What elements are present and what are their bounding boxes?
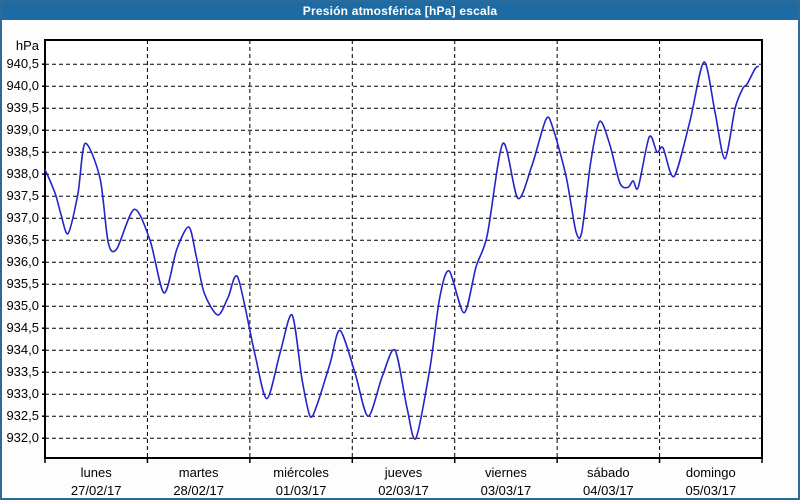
x-day-label: jueves (384, 465, 423, 480)
y-tick-label: 937,5 (6, 188, 39, 203)
x-date-label: 04/03/17 (583, 483, 634, 498)
y-tick-label: 934,5 (6, 320, 39, 335)
chart-title: Presión atmosférica [hPa] escala (302, 4, 498, 18)
y-tick-label: 938,0 (6, 166, 39, 181)
y-tick-label: 939,0 (6, 122, 39, 137)
x-date-label: 27/02/17 (71, 483, 122, 498)
x-date-label: 03/03/17 (481, 483, 532, 498)
x-day-label: lunes (81, 465, 113, 480)
x-date-label: 02/03/17 (378, 483, 429, 498)
y-tick-label: 934,0 (6, 342, 39, 357)
y-tick-label: 940,0 (6, 78, 39, 93)
y-tick-label: 939,5 (6, 100, 39, 115)
y-axis-unit-label: hPa (16, 38, 40, 53)
y-tick-label: 936,0 (6, 254, 39, 269)
y-tick-label: 935,5 (6, 276, 39, 291)
y-tick-label: 936,5 (6, 232, 39, 247)
y-tick-label: 932,0 (6, 430, 39, 445)
chart-titlebar: Presión atmosférica [hPa] escala (2, 2, 798, 20)
y-tick-label: 940,5 (6, 56, 39, 71)
y-tick-label: 933,5 (6, 364, 39, 379)
x-day-label: viernes (485, 465, 527, 480)
x-date-label: 28/02/17 (173, 483, 224, 498)
x-date-label: 05/03/17 (685, 483, 736, 498)
y-tick-label: 933,0 (6, 386, 39, 401)
y-tick-label: 935,0 (6, 298, 39, 313)
y-tick-label: 937,0 (6, 210, 39, 225)
y-tick-label: 932,5 (6, 408, 39, 423)
x-day-label: domingo (686, 465, 736, 480)
plot-border (44, 39, 763, 459)
x-day-label: miércoles (273, 465, 329, 480)
x-date-label: 01/03/17 (276, 483, 327, 498)
y-tick-label: 938,5 (6, 144, 39, 159)
x-day-label: martes (179, 465, 219, 480)
pressure-line (44, 61, 759, 440)
x-day-label: sábado (587, 465, 630, 480)
